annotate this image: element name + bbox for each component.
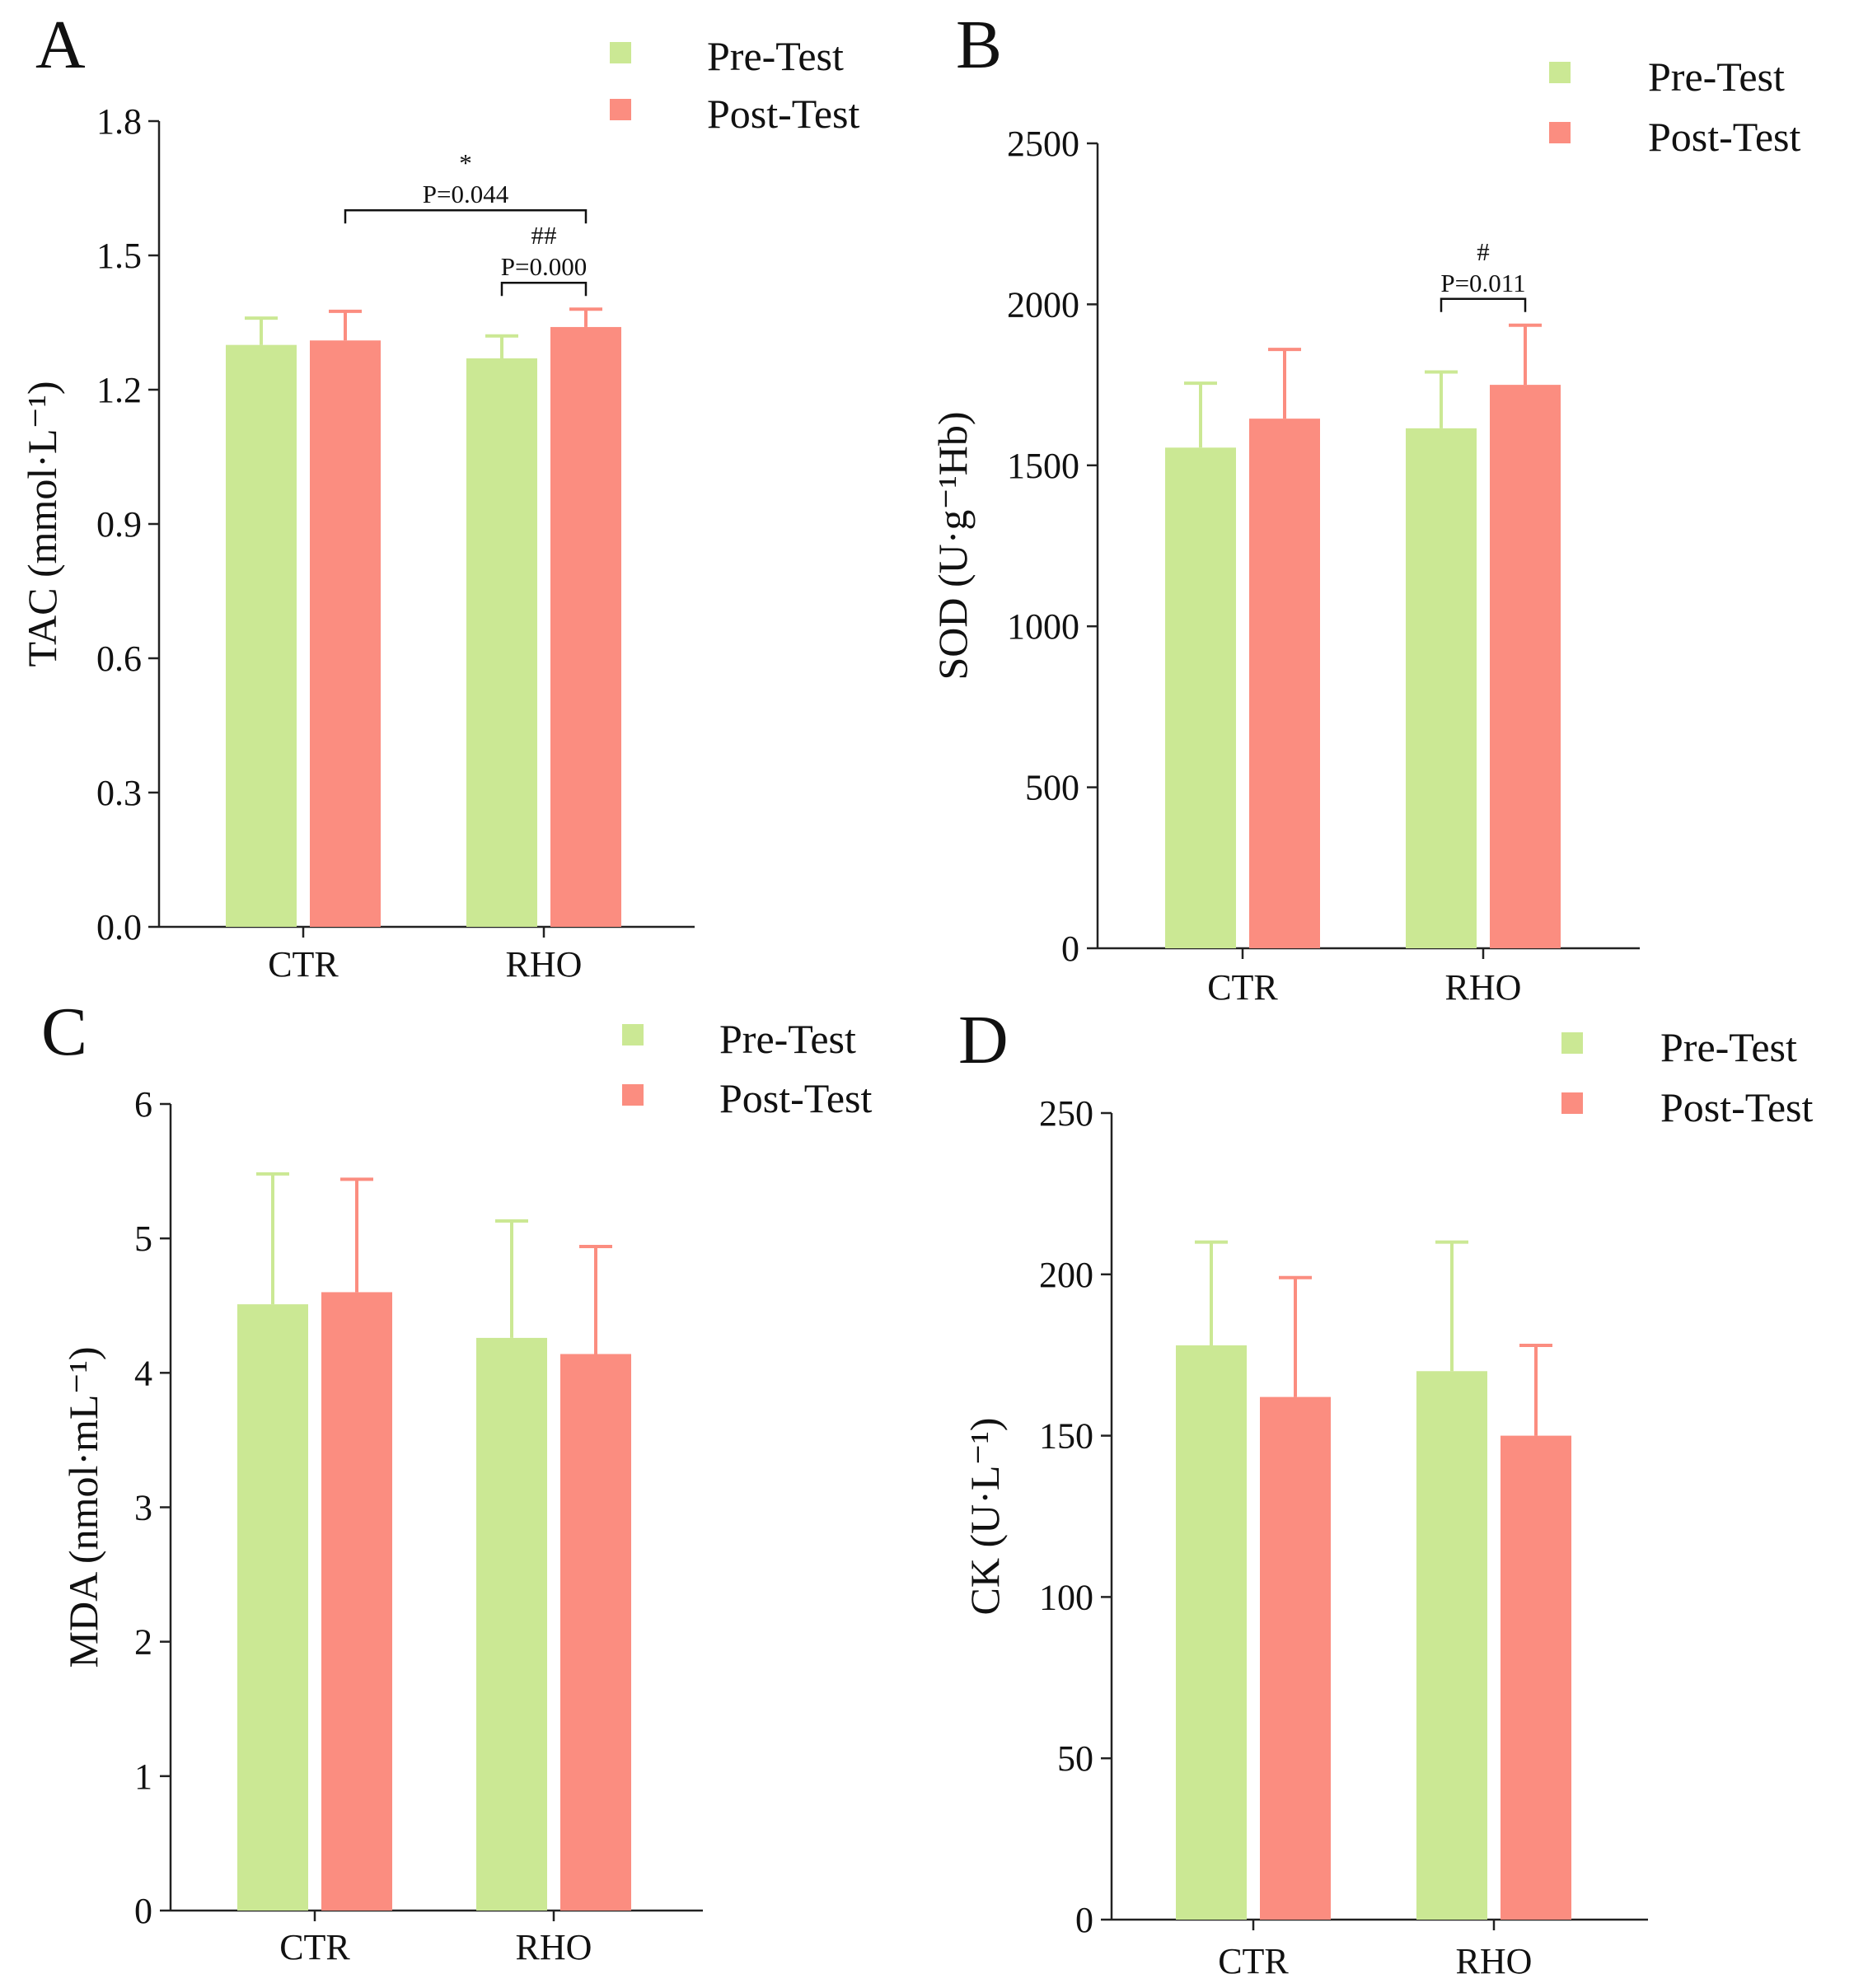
y-tick-label: 0 bbox=[1061, 929, 1079, 969]
x-category-label: RHO bbox=[1456, 1941, 1533, 1981]
y-axis-title: SOD (U·g⁻¹Hb) bbox=[929, 411, 976, 680]
y-tick-label: 3 bbox=[134, 1488, 152, 1528]
panel-letter: A bbox=[35, 7, 86, 83]
bar-ctr-post-test bbox=[321, 1292, 392, 1911]
y-tick-label: 1.2 bbox=[96, 370, 142, 410]
legend-label: Post-Test bbox=[1648, 114, 1801, 160]
x-category-label: RHO bbox=[1445, 967, 1522, 1008]
y-axis-title: MDA (nmol·mL⁻¹) bbox=[60, 1347, 106, 1668]
chart-panel-a: A 0.0 0.3 0.6 0.9 1.2 1.5 1.8 TAC (mmol·L⁻¹) CTR R… bbox=[19, 7, 860, 985]
p-value-label: P=0.000 bbox=[501, 252, 587, 281]
y-tick-label: 5 bbox=[134, 1219, 152, 1259]
y-tick-label: 200 bbox=[1039, 1255, 1093, 1295]
legend-swatch-post-test bbox=[622, 1084, 644, 1106]
x-category-label: CTR bbox=[1218, 1941, 1289, 1981]
y-tick-label: 100 bbox=[1039, 1577, 1093, 1617]
significance-symbol: # bbox=[1477, 237, 1490, 266]
y-tick-label: 0.6 bbox=[96, 638, 142, 679]
y-axis-title: CK (U·L⁻¹) bbox=[962, 1418, 1008, 1616]
y-axis-title: TAC (mmol·L⁻¹) bbox=[19, 381, 65, 667]
panel-letter: D bbox=[958, 1002, 1009, 1078]
significance-bracket bbox=[1440, 297, 1527, 312]
significance-bracket bbox=[500, 281, 588, 297]
y-tick-label: 0.0 bbox=[96, 907, 142, 947]
y-tick-label: 4 bbox=[134, 1353, 152, 1393]
legend-label: Pre-Test bbox=[719, 1016, 856, 1062]
y-tick-label: 2 bbox=[134, 1622, 152, 1663]
x-category-label: RHO bbox=[516, 1927, 592, 1967]
chart-panel-b: B 0 500 1000 1500 2000 2500 SOD (U·g⁻¹Hb) CTR RHO… bbox=[929, 7, 1801, 1008]
bar-ctr-pre-test bbox=[1176, 1345, 1247, 1920]
bar-ctr-post-test bbox=[310, 340, 381, 927]
y-tick-label: 250 bbox=[1039, 1093, 1093, 1134]
legend-label: Pre-Test bbox=[1660, 1024, 1797, 1070]
significance-symbol: * bbox=[459, 148, 472, 177]
significance-bracket bbox=[344, 208, 588, 224]
bar-ctr-post-test bbox=[1249, 419, 1320, 948]
bar-rho-pre-test bbox=[466, 358, 537, 927]
y-tick-label: 0 bbox=[134, 1891, 152, 1931]
legend-label: Pre-Test bbox=[1648, 54, 1785, 100]
y-tick-label: 500 bbox=[1025, 768, 1079, 808]
significance-symbol: ## bbox=[531, 221, 557, 250]
bar-rho-post-test bbox=[1501, 1435, 1571, 1920]
y-tick-label: 1.8 bbox=[96, 101, 142, 142]
legend-label: Post-Test bbox=[707, 91, 860, 137]
y-tick-label: 50 bbox=[1057, 1738, 1093, 1779]
p-value-label: P=0.011 bbox=[1440, 269, 1525, 297]
bar-rho-pre-test bbox=[476, 1337, 547, 1911]
y-tick-label: 0 bbox=[1075, 1900, 1093, 1940]
x-category-label: CTR bbox=[1207, 967, 1278, 1008]
x-category-label: RHO bbox=[506, 944, 583, 985]
bar-ctr-pre-test bbox=[237, 1304, 308, 1911]
x-category-label: CTR bbox=[268, 944, 339, 985]
y-tick-label: 2500 bbox=[1007, 124, 1079, 164]
y-tick-label: 1 bbox=[134, 1756, 152, 1797]
legend-label: Post-Test bbox=[1660, 1084, 1814, 1130]
y-tick-label: 1000 bbox=[1007, 606, 1079, 647]
y-tick-label: 150 bbox=[1039, 1416, 1093, 1457]
bar-rho-post-test bbox=[550, 326, 621, 927]
bar-ctr-pre-test bbox=[1165, 447, 1236, 948]
chart-panel-c: C 0 1 2 3 4 5 6 MDA (nmol·mL⁻¹) CTR RHO Pre-Test Pos… bbox=[41, 994, 873, 1967]
y-tick-label: 0.9 bbox=[96, 504, 142, 545]
bar-rho-post-test bbox=[560, 1354, 631, 1911]
legend-swatch-post-test bbox=[1549, 122, 1571, 143]
bar-rho-post-test bbox=[1490, 385, 1561, 949]
legend-label: Post-Test bbox=[719, 1075, 873, 1121]
chart-panel-d: D 0 50 100 150 200 250 CK (U·L⁻¹) CTR RHO Pre-Test… bbox=[958, 1002, 1814, 1981]
legend-swatch-pre-test bbox=[610, 42, 631, 63]
legend-label: Pre-Test bbox=[707, 33, 844, 79]
y-tick-label: 1500 bbox=[1007, 446, 1079, 486]
y-tick-label: 2000 bbox=[1007, 284, 1079, 325]
bar-rho-pre-test bbox=[1416, 1371, 1487, 1920]
legend-swatch-pre-test bbox=[1561, 1032, 1583, 1054]
x-category-label: CTR bbox=[279, 1927, 350, 1967]
panel-letter: B bbox=[956, 7, 1002, 83]
legend-swatch-pre-test bbox=[622, 1024, 644, 1045]
y-tick-label: 0.3 bbox=[96, 773, 142, 813]
legend-swatch-pre-test bbox=[1549, 62, 1571, 83]
bar-rho-pre-test bbox=[1406, 428, 1477, 948]
legend-swatch-post-test bbox=[610, 99, 631, 120]
p-value-label: P=0.044 bbox=[423, 180, 509, 208]
bar-ctr-pre-test bbox=[226, 344, 297, 928]
y-tick-label: 1.5 bbox=[96, 236, 142, 276]
legend-swatch-post-test bbox=[1561, 1092, 1583, 1114]
y-tick-label: 6 bbox=[134, 1084, 152, 1125]
panel-letter: C bbox=[41, 994, 87, 1070]
bar-ctr-post-test bbox=[1260, 1396, 1331, 1920]
